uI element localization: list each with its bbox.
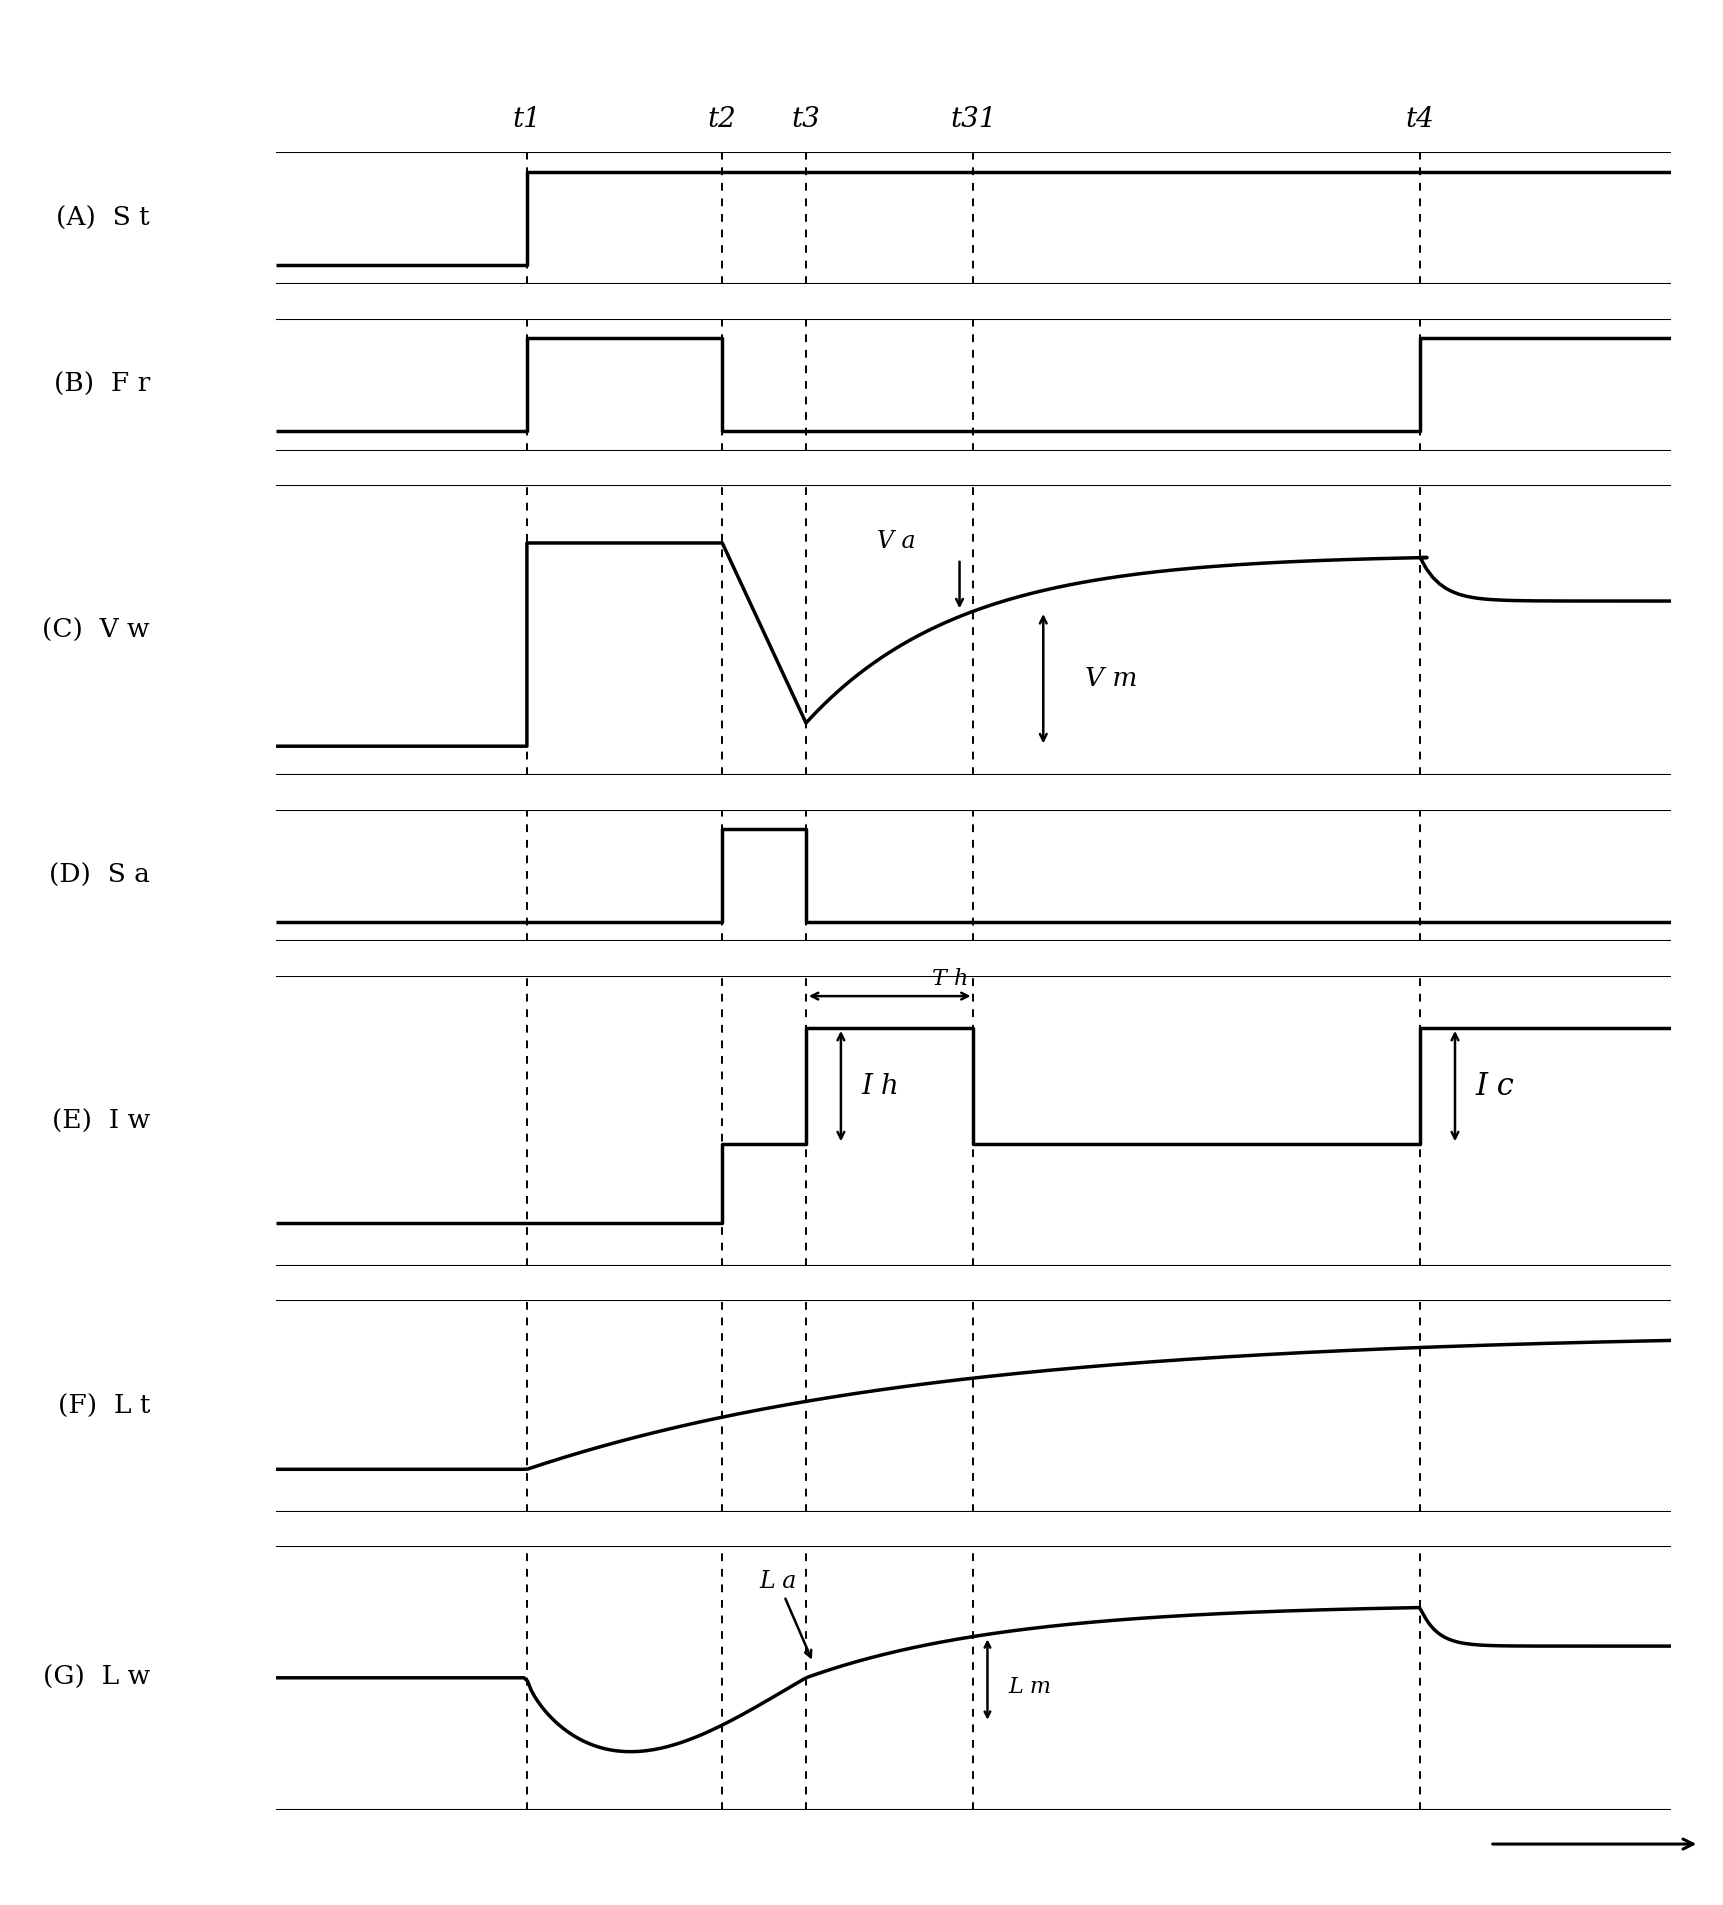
Text: (G)  L w: (G) L w bbox=[43, 1665, 150, 1690]
Text: (F)  L t: (F) L t bbox=[57, 1393, 150, 1419]
Text: I c: I c bbox=[1477, 1071, 1515, 1101]
Text: V a: V a bbox=[877, 530, 917, 552]
Text: (B)  F r: (B) F r bbox=[53, 371, 150, 396]
Text: t4: t4 bbox=[1406, 107, 1435, 133]
Text: L m: L m bbox=[1008, 1676, 1051, 1699]
Text: t31: t31 bbox=[951, 107, 996, 133]
Text: (E)  I w: (E) I w bbox=[52, 1109, 150, 1133]
Text: t2: t2 bbox=[708, 107, 737, 133]
Text: T h: T h bbox=[932, 968, 968, 991]
Text: t1: t1 bbox=[512, 107, 541, 133]
Text: V m: V m bbox=[1085, 667, 1137, 692]
Text: (A)  S t: (A) S t bbox=[57, 206, 150, 231]
Text: I h: I h bbox=[862, 1073, 899, 1099]
Text: t3: t3 bbox=[791, 107, 820, 133]
Text: L a: L a bbox=[760, 1570, 812, 1657]
Text: (C)  V w: (C) V w bbox=[43, 617, 150, 642]
Text: (D)  S a: (D) S a bbox=[50, 863, 150, 888]
